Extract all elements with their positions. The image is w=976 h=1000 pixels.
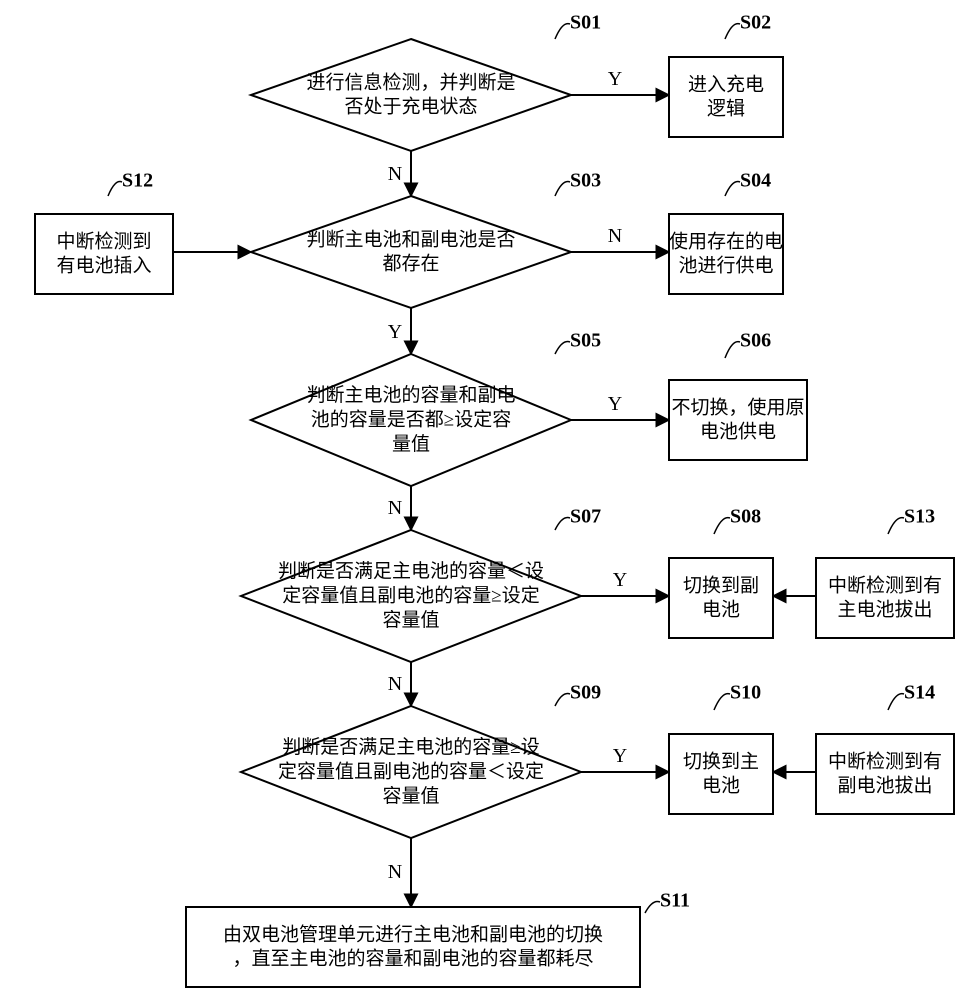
- node-text: 切换到副: [683, 574, 759, 596]
- node-text: 判断主电池的容量和副电: [306, 384, 515, 406]
- edge-label: Y: [613, 569, 627, 591]
- node-text: 否处于充电状态: [344, 96, 477, 118]
- node-text: 逻辑: [707, 98, 745, 120]
- node-s08: [669, 558, 773, 638]
- node-text: 池进行供电: [678, 255, 773, 277]
- node-text: 定容量值且副电池的容量≥设定: [282, 585, 539, 607]
- node-text: 中断检测到: [56, 230, 151, 252]
- node-text: 判断主电池和副电池是否: [306, 228, 515, 250]
- step-label-s02: S02: [740, 12, 771, 34]
- node-text: 主电池拔出: [837, 599, 932, 621]
- step-label-s06: S06: [740, 330, 771, 352]
- node-text: ，直至主电池的容量和副电池的容量都耗尽: [232, 948, 593, 970]
- node-text: 使用存在的电: [669, 230, 783, 252]
- node-text: 都存在: [382, 253, 439, 275]
- node-text: 判断是否满足主电池的容量≥设: [282, 736, 539, 758]
- node-s06: [669, 380, 807, 460]
- edge-label: N: [388, 497, 402, 519]
- node-s12: [35, 214, 173, 294]
- step-label-s14: S14: [904, 682, 935, 704]
- edge-label: Y: [613, 745, 627, 767]
- step-label-s05: S05: [570, 330, 601, 352]
- step-label-s01: S01: [570, 12, 601, 34]
- node-s11: [186, 907, 640, 987]
- node-s13: [816, 558, 954, 638]
- node-text: 电池: [702, 775, 740, 797]
- node-text: 电池: [702, 599, 740, 621]
- node-s02: [669, 57, 783, 137]
- node-s14: [816, 734, 954, 814]
- node-text: 不切换，使用原: [671, 396, 804, 418]
- step-label-s10: S10: [730, 682, 761, 704]
- step-label-s07: S07: [570, 506, 601, 528]
- node-text: 容量值: [382, 785, 439, 807]
- step-label-s13: S13: [904, 506, 935, 528]
- node-text: 定容量值且副电池的容量＜设定: [278, 761, 544, 783]
- edge-label: Y: [608, 393, 622, 415]
- edge-label: Y: [608, 68, 622, 90]
- node-text: 中断检测到有: [828, 750, 942, 772]
- node-text: 量值: [392, 433, 430, 455]
- node-text: 中断检测到有: [828, 574, 942, 596]
- edge-label: N: [608, 225, 622, 247]
- step-label-s08: S08: [730, 506, 761, 528]
- edge-label: N: [388, 861, 402, 883]
- node-s10: [669, 734, 773, 814]
- node-text: 副电池拔出: [837, 775, 932, 797]
- step-label-s11: S11: [660, 890, 690, 912]
- node-text: 进入充电: [688, 73, 764, 95]
- node-text: 电池供电: [700, 421, 776, 443]
- node-text: 容量值: [382, 609, 439, 631]
- node-s04: [669, 214, 783, 294]
- node-text: 进行信息检测，并判断是: [306, 71, 515, 93]
- step-label-s03: S03: [570, 170, 601, 192]
- flowchart-svg: Y N N Y Y N Y N Y N 进行信息检测，并判断是否处于充电状态 S01 进入充电逻辑 S02…: [0, 0, 976, 1000]
- node-text: 有电池插入: [56, 255, 151, 277]
- node-text: 由双电池管理单元进行主电池和副电池的切换: [223, 923, 603, 945]
- node-text: 池的容量是否都≥设定容: [311, 409, 511, 431]
- edge-label: N: [388, 163, 402, 185]
- node-text: 切换到主: [683, 750, 759, 772]
- edge-label: Y: [388, 321, 402, 343]
- step-label-s04: S04: [740, 170, 771, 192]
- step-label-s12: S12: [122, 170, 153, 192]
- node-text: 判断是否满足主电池的容量＜设: [278, 560, 544, 582]
- step-label-s09: S09: [570, 682, 601, 704]
- edge-label: N: [388, 673, 402, 695]
